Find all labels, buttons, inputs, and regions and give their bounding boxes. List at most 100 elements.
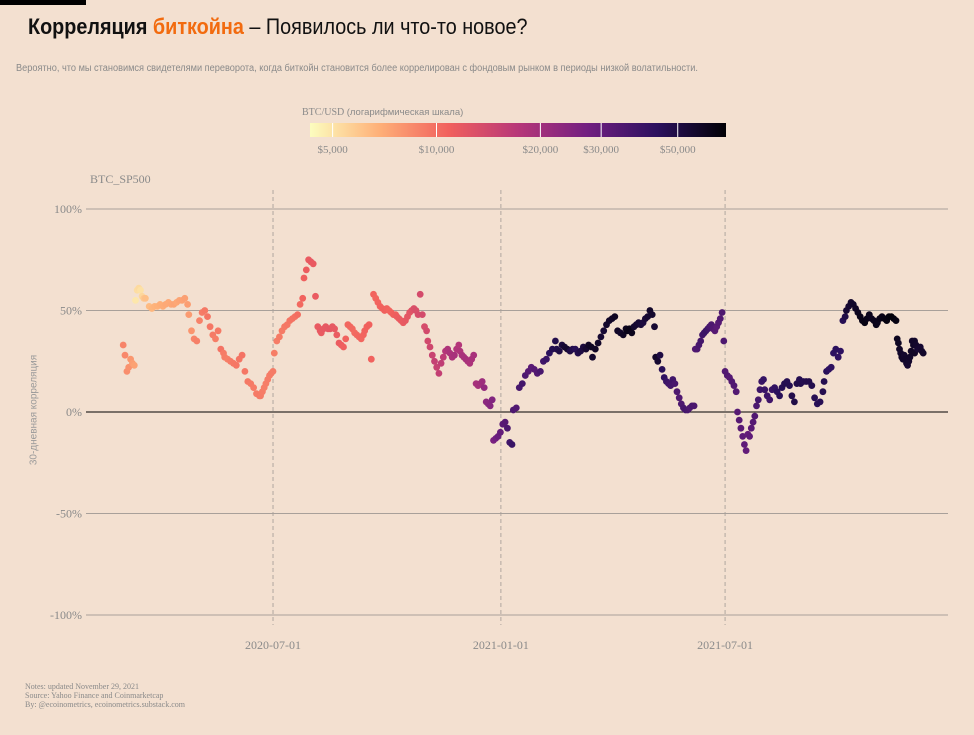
data-point bbox=[206, 323, 214, 331]
data-point bbox=[439, 353, 447, 361]
data-point bbox=[537, 368, 544, 375]
data-point bbox=[753, 402, 760, 410]
data-point bbox=[451, 351, 458, 359]
chart-title: Корреляция биткойна – Появилось ли что-т… bbox=[28, 14, 528, 40]
data-point bbox=[455, 341, 463, 349]
data-point bbox=[331, 325, 338, 333]
data-point bbox=[671, 380, 679, 387]
data-point bbox=[269, 368, 277, 375]
data-point bbox=[730, 382, 738, 389]
data-point bbox=[651, 323, 658, 331]
data-point bbox=[749, 418, 757, 426]
data-point bbox=[811, 394, 818, 402]
data-point bbox=[309, 260, 317, 268]
data-point bbox=[819, 388, 827, 396]
data-point bbox=[488, 396, 496, 404]
data-point bbox=[786, 382, 793, 389]
data-point bbox=[690, 402, 698, 410]
data-point bbox=[416, 290, 424, 298]
y-tick-label: -100% bbox=[50, 608, 82, 622]
data-point bbox=[342, 335, 350, 343]
data-point bbox=[594, 339, 602, 347]
series-label: BTC_SP500 bbox=[90, 172, 151, 186]
data-point bbox=[739, 433, 747, 440]
data-point bbox=[892, 317, 900, 324]
data-point bbox=[367, 355, 375, 363]
data-point bbox=[302, 266, 310, 274]
data-point bbox=[555, 347, 563, 355]
data-point bbox=[760, 376, 767, 383]
data-point bbox=[776, 392, 783, 400]
data-point bbox=[656, 351, 664, 359]
data-point bbox=[697, 337, 705, 345]
grid-lines bbox=[86, 190, 948, 625]
data-point bbox=[597, 333, 605, 341]
data-point bbox=[552, 337, 559, 345]
data-point bbox=[424, 337, 432, 345]
data-point bbox=[431, 357, 438, 365]
data-point bbox=[746, 433, 753, 440]
data-point bbox=[895, 339, 902, 347]
data-point bbox=[737, 424, 745, 432]
data-point bbox=[648, 311, 656, 318]
data-point bbox=[497, 428, 504, 436]
data-point bbox=[747, 424, 755, 432]
data-point bbox=[906, 353, 914, 361]
data-points bbox=[119, 256, 927, 454]
x-tick-label: 2021-07-01 bbox=[697, 638, 753, 652]
data-point bbox=[433, 363, 441, 371]
data-point bbox=[543, 355, 550, 363]
data-point bbox=[185, 311, 193, 318]
y-tick-label: 50% bbox=[60, 304, 82, 318]
data-point bbox=[816, 398, 824, 406]
data-point bbox=[121, 351, 129, 359]
data-point bbox=[418, 311, 426, 318]
y-tick-label: 0% bbox=[66, 405, 82, 419]
data-point bbox=[188, 327, 195, 335]
data-point bbox=[132, 297, 139, 304]
colorbar-tick-label: $50,000 bbox=[660, 144, 696, 156]
data-point bbox=[611, 313, 619, 320]
data-point bbox=[181, 294, 189, 302]
data-point bbox=[716, 315, 724, 322]
data-point bbox=[718, 309, 726, 316]
data-point bbox=[299, 294, 307, 302]
data-point bbox=[428, 351, 436, 359]
data-point bbox=[788, 392, 796, 400]
data-point bbox=[196, 317, 203, 324]
data-point bbox=[201, 307, 209, 314]
data-point bbox=[673, 388, 681, 396]
data-point bbox=[435, 370, 443, 377]
data-point bbox=[654, 357, 662, 365]
data-point bbox=[766, 396, 774, 404]
colorbar-tick-label: $30,000 bbox=[583, 144, 619, 156]
title-part-3: – Появилось ли что-то новое? bbox=[243, 14, 528, 39]
data-point bbox=[119, 341, 127, 349]
data-point bbox=[756, 386, 764, 394]
data-point bbox=[426, 343, 434, 351]
data-point bbox=[480, 384, 488, 391]
data-point bbox=[184, 301, 192, 308]
data-point bbox=[841, 313, 849, 320]
footer-notes: Notes: updated November 29, 2021 Source:… bbox=[25, 682, 185, 709]
data-point bbox=[754, 396, 762, 404]
data-point bbox=[238, 351, 246, 359]
legend-title-main: BTC/USD bbox=[302, 107, 345, 118]
y-tick-label: -50% bbox=[56, 507, 82, 521]
data-point bbox=[365, 321, 373, 329]
title-accent: биткойна bbox=[152, 14, 244, 39]
data-point bbox=[501, 418, 509, 426]
data-point bbox=[296, 301, 304, 308]
data-point bbox=[294, 311, 301, 318]
data-point bbox=[658, 366, 666, 373]
data-point bbox=[741, 441, 748, 448]
data-point bbox=[512, 404, 520, 412]
data-point bbox=[470, 351, 478, 359]
data-point bbox=[204, 313, 211, 320]
data-point bbox=[423, 327, 430, 335]
data-point bbox=[232, 361, 240, 369]
data-point bbox=[675, 394, 683, 402]
data-point bbox=[312, 292, 319, 300]
data-point bbox=[333, 331, 341, 339]
